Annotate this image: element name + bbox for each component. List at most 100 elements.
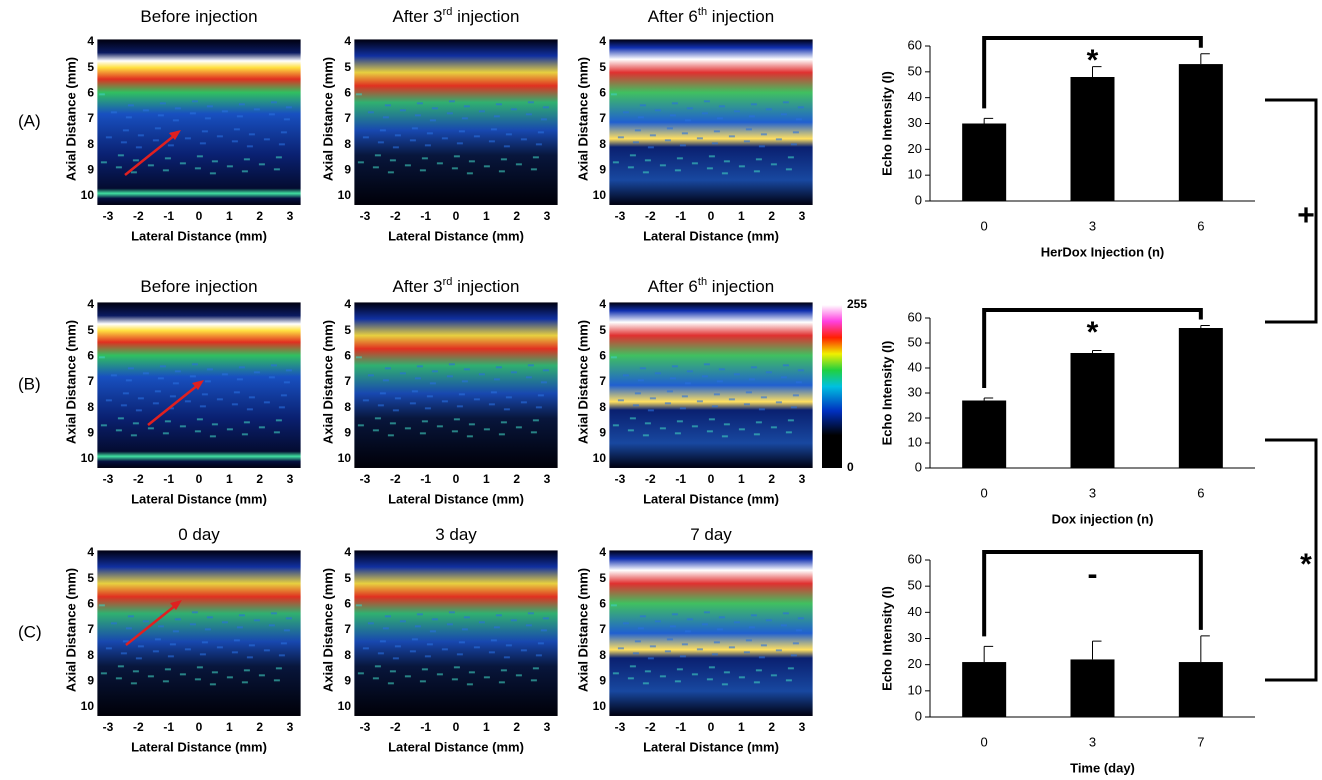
speckle — [748, 626, 755, 629]
speckle — [703, 611, 710, 614]
x-tick-label: 2 — [256, 720, 263, 734]
colorbar — [822, 305, 842, 468]
x-tick-label: -2 — [390, 472, 401, 486]
speckle — [204, 380, 211, 383]
speckle — [500, 421, 507, 424]
speckle — [120, 404, 127, 407]
speckle — [669, 114, 676, 117]
speckle — [216, 135, 223, 138]
speckle — [676, 157, 683, 160]
y-tick-label: 8 — [344, 648, 351, 662]
y-tick-label: 8 — [599, 137, 606, 151]
speckle — [384, 615, 391, 618]
speckle — [505, 133, 512, 136]
x-tick-label: 0 — [708, 209, 715, 223]
speckle — [357, 161, 364, 164]
speckle — [495, 614, 502, 617]
speckle — [206, 105, 213, 108]
y-tick-label: 10 — [908, 434, 922, 449]
ultrasound-image — [97, 550, 301, 716]
speckle — [159, 365, 166, 368]
image-title: After 3rd injection — [393, 6, 520, 27]
speckle — [241, 681, 248, 684]
speckle — [674, 680, 681, 683]
speckle — [639, 367, 646, 370]
speckle — [184, 648, 191, 651]
significance-label: * — [1087, 44, 1099, 77]
speckle — [674, 169, 681, 172]
x-tick-label: 2 — [256, 209, 263, 223]
speckle — [679, 655, 686, 658]
speckle — [755, 421, 762, 424]
speckle — [243, 669, 250, 672]
speckle — [268, 624, 275, 627]
speckle — [708, 155, 715, 158]
y-tick-label: 5 — [87, 60, 94, 74]
speckle — [664, 650, 671, 653]
speckle — [172, 119, 179, 122]
speckle — [530, 679, 537, 682]
speckle — [691, 673, 698, 676]
y-tick-label: 0 — [915, 192, 922, 207]
speckle — [612, 161, 619, 164]
y-axis-label: Echo Intensity (I) — [879, 341, 894, 446]
y-tick-label: 5 — [599, 60, 606, 74]
y-tick-label: 6 — [344, 86, 351, 100]
x-axis-label: Lateral Distance (mm) — [131, 228, 267, 243]
speckle — [617, 399, 624, 402]
speckle — [713, 130, 720, 133]
speckle — [540, 118, 547, 121]
speckle — [758, 656, 765, 659]
y-tick-label: 8 — [599, 648, 606, 662]
speckle — [100, 161, 107, 164]
x-tick-label: 3 — [287, 209, 294, 223]
y-axis-label: Axial Distance (mm) — [320, 320, 335, 444]
image-title: 0 day — [178, 525, 220, 544]
y-tick-label: 5 — [344, 571, 351, 585]
speckle — [488, 403, 495, 406]
speckle — [157, 625, 164, 628]
speckle — [127, 615, 134, 618]
speckle — [780, 113, 787, 116]
speckle — [270, 364, 277, 367]
speckle — [221, 110, 228, 113]
speckle — [750, 366, 757, 369]
speckle — [355, 93, 362, 96]
y-tick-label: 9 — [87, 163, 94, 177]
speckle — [728, 398, 735, 401]
speckle — [684, 382, 691, 385]
x-tick-label: -2 — [133, 209, 144, 223]
y-tick-label: 7 — [599, 622, 606, 636]
speckle — [211, 160, 218, 163]
speckle — [394, 645, 401, 648]
speckle — [204, 117, 211, 120]
speckle — [167, 407, 174, 410]
speckle — [473, 398, 480, 401]
speckle — [644, 159, 651, 162]
speckle — [404, 427, 411, 430]
speckle — [520, 401, 527, 404]
x-tick-label: 2 — [256, 472, 263, 486]
speckle — [174, 107, 181, 110]
bar — [1178, 328, 1223, 468]
title-part: 0 day — [178, 525, 220, 544]
speckle — [416, 365, 423, 368]
speckle — [701, 375, 708, 378]
x-tick-label: -3 — [615, 720, 626, 734]
speckle — [701, 112, 708, 115]
speckle — [713, 393, 720, 396]
speckle — [100, 672, 107, 675]
title-part: After 6 — [648, 277, 698, 296]
speckle — [542, 106, 549, 109]
error-bar — [1092, 66, 1102, 77]
speckle — [622, 111, 629, 114]
speckle — [750, 103, 757, 106]
speckle — [253, 108, 260, 111]
speckle — [505, 396, 512, 399]
speckle — [179, 162, 186, 165]
speckle — [211, 423, 218, 426]
speckle — [610, 604, 617, 607]
speckle — [421, 420, 428, 423]
speckle — [243, 421, 250, 424]
